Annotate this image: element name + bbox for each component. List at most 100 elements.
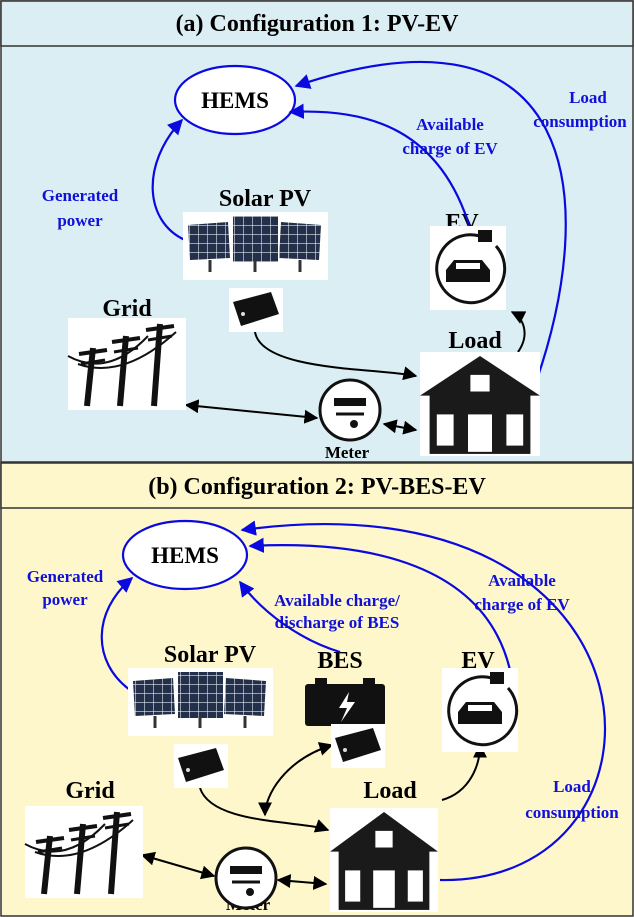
- meter-label: Meter: [325, 443, 370, 462]
- flow-label: Available charge of EV: [474, 571, 570, 614]
- wire: [24, 819, 134, 857]
- flow-arrow: [151, 118, 186, 242]
- flow-line: charge of EV: [474, 595, 570, 614]
- panel: [188, 222, 230, 260]
- flow-line: Available: [488, 571, 556, 590]
- window: [506, 414, 524, 446]
- door: [373, 870, 395, 908]
- power-arrow: [510, 311, 527, 353]
- window: [375, 830, 393, 848]
- flow-line: power: [57, 211, 103, 230]
- flow-line: Load: [569, 88, 607, 107]
- arm: [104, 822, 130, 830]
- flow-line: Available charge/: [274, 591, 400, 610]
- ev-icon: [430, 226, 507, 310]
- flow-line: Generated: [42, 186, 119, 205]
- solar-label: Solar PV: [219, 186, 312, 212]
- arm: [102, 812, 132, 820]
- pole: [74, 823, 86, 895]
- solar-icon: [128, 668, 273, 736]
- plug: [490, 672, 504, 684]
- terminal: [315, 678, 327, 684]
- flow-line: Generated: [27, 567, 104, 586]
- inverter: [335, 728, 381, 762]
- load-label: Load: [363, 778, 417, 804]
- window: [456, 263, 480, 269]
- panel-b-header: [0, 462, 634, 509]
- wire: [67, 331, 177, 369]
- cable: [447, 675, 519, 747]
- bolt: [339, 692, 355, 722]
- grid-icon: [67, 318, 186, 410]
- pole: [84, 347, 96, 407]
- flow-label: Generated power: [42, 186, 119, 230]
- meter: [214, 846, 278, 910]
- flow-label: Load consumption: [525, 777, 619, 822]
- hems-label: HEMS: [201, 88, 269, 113]
- flow-arrow: [248, 537, 512, 671]
- flow-arrow: [239, 580, 341, 654]
- meter-icon: [214, 846, 278, 910]
- power-arrow: [276, 874, 328, 890]
- arm: [147, 334, 173, 342]
- panel-a-header: [0, 0, 634, 47]
- flow-line: charge of EV: [402, 139, 498, 158]
- inverter-icon: [229, 288, 283, 332]
- power-arrow: [184, 399, 319, 424]
- port: [241, 312, 245, 316]
- pole: [117, 335, 129, 407]
- solar-icon: [183, 212, 328, 280]
- bes-label: BES: [317, 648, 362, 674]
- flow-arrow: [100, 577, 134, 691]
- grid-label: Grid: [65, 778, 115, 804]
- grid-label: Grid: [102, 296, 152, 322]
- arm: [68, 824, 98, 832]
- port: [343, 748, 347, 752]
- flow-arrow: [240, 520, 606, 882]
- panel: [233, 216, 278, 262]
- cable: [435, 233, 507, 305]
- power-arrow: [258, 742, 334, 817]
- panel: [178, 672, 223, 718]
- power-arrow: [254, 331, 418, 381]
- dial: [350, 420, 358, 428]
- power-arrow: [140, 851, 216, 880]
- flow-arrow: [294, 60, 567, 386]
- hems-node: [121, 519, 249, 591]
- flow-line: power: [42, 590, 88, 609]
- flow-arrow: [288, 103, 472, 229]
- house-icon: [420, 352, 540, 456]
- display: [230, 866, 262, 874]
- arm: [111, 336, 141, 344]
- terminal: [363, 678, 375, 684]
- flow-line: Available: [416, 115, 484, 134]
- window: [470, 374, 490, 392]
- inverter-icon: [331, 724, 385, 768]
- meter: [318, 378, 382, 442]
- window: [436, 414, 454, 446]
- flow-line: consumption: [525, 803, 619, 822]
- arm: [78, 348, 108, 356]
- flow-line: consumption: [533, 112, 627, 131]
- ev-icon: [442, 668, 519, 752]
- flow-label: Available charge/discharge of BES: [274, 591, 400, 632]
- inverter-icon: [174, 744, 228, 788]
- power-arrow: [382, 419, 418, 435]
- window: [345, 870, 361, 902]
- house-icon: [330, 808, 438, 912]
- pole: [41, 835, 53, 895]
- door: [468, 414, 492, 452]
- display: [334, 398, 366, 406]
- grid-icon: [24, 806, 143, 898]
- panel: [133, 678, 175, 716]
- flow-line: discharge of BES: [275, 613, 400, 632]
- hems-label: HEMS: [151, 543, 219, 568]
- port: [186, 768, 190, 772]
- flow-label: Generated power: [27, 567, 104, 609]
- inverter: [233, 292, 279, 326]
- icons: [24, 212, 540, 912]
- bes-icon: [305, 678, 385, 726]
- arm: [145, 324, 175, 332]
